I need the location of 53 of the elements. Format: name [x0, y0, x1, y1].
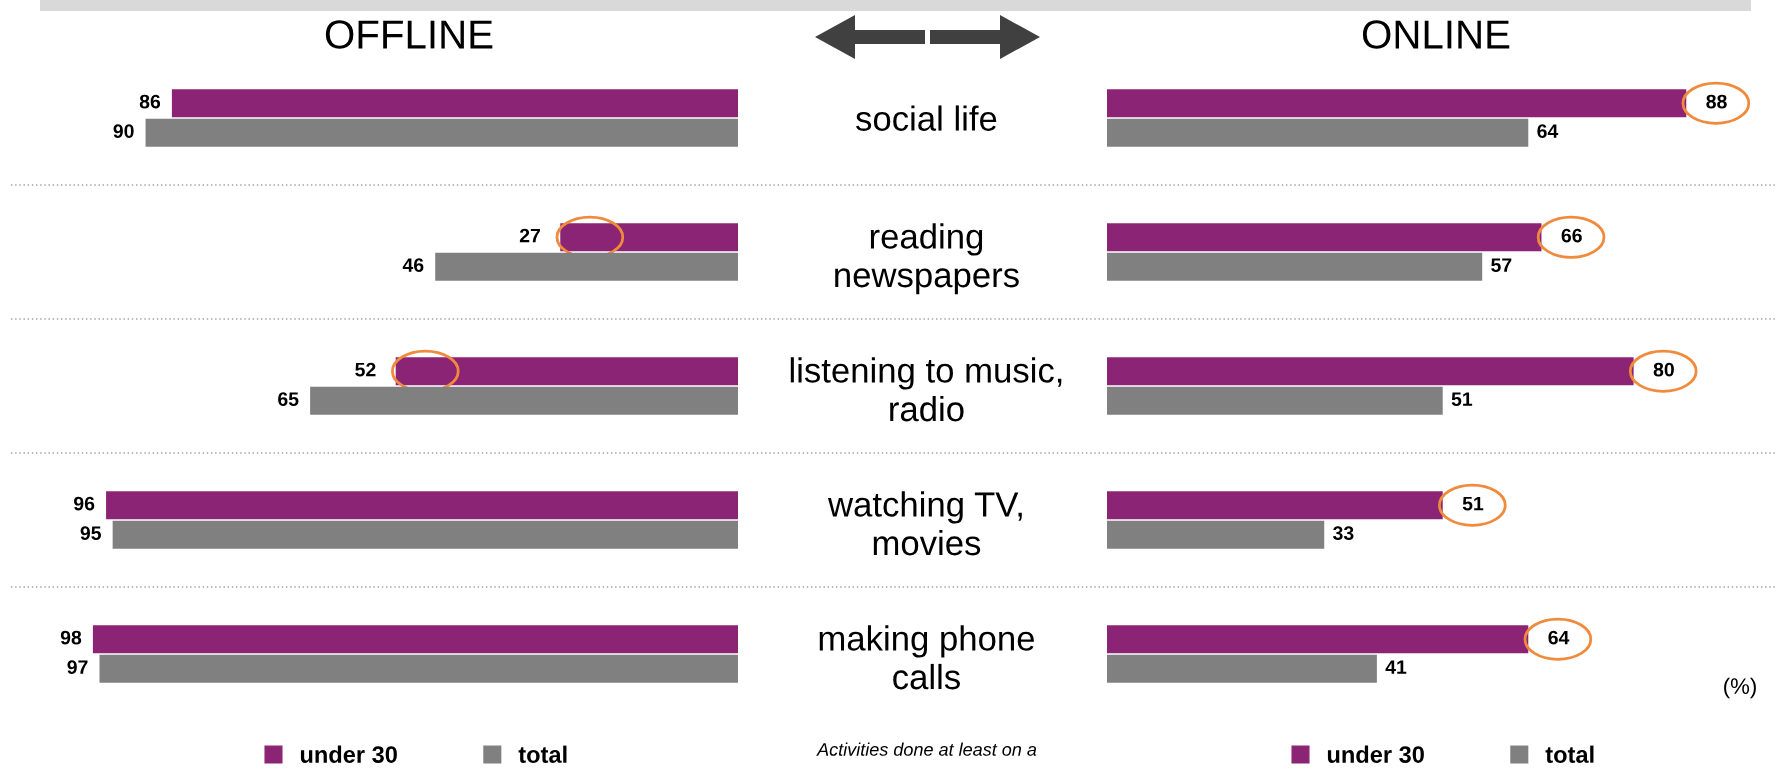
data-label: 64	[1548, 630, 1570, 645]
y-tick-label: listening to music, radio	[790, 357, 1062, 422]
bar	[1107, 89, 1687, 118]
y-tick-label: reading newspapers	[835, 223, 1019, 295]
data-label: 51	[1462, 496, 1484, 511]
bar	[171, 89, 738, 118]
bar	[395, 357, 738, 386]
data-label: 80	[1653, 362, 1674, 377]
data-label: 33	[1333, 526, 1354, 541]
data-label: 57	[1491, 258, 1512, 272]
bar	[99, 654, 738, 683]
data-label: 27	[519, 228, 540, 243]
text: (%)	[1724, 677, 1756, 699]
data-label: 41	[1385, 660, 1407, 674]
data-label: 66	[1561, 228, 1582, 243]
bar	[1107, 654, 1377, 683]
chart-title: OFFLINE	[325, 20, 493, 49]
data-label: 51	[1451, 392, 1473, 406]
data-label: 98	[60, 630, 82, 645]
y-tick-label: watching TV, movies	[827, 491, 1022, 556]
legend-label: total	[518, 745, 567, 763]
bar	[560, 223, 738, 252]
data-label: 65	[278, 392, 299, 406]
bar	[145, 118, 738, 147]
y-tick-label: social life	[856, 105, 997, 131]
bar	[112, 520, 738, 549]
data-label: 64	[1537, 124, 1559, 138]
legend-label: under 30	[1327, 745, 1424, 763]
bar	[1107, 118, 1529, 147]
bar	[1107, 223, 1542, 252]
legend-label: total	[1545, 745, 1594, 763]
bar	[1107, 491, 1443, 520]
data-label: 96	[74, 496, 95, 511]
bar	[1107, 625, 1529, 654]
bar	[1107, 386, 1443, 415]
data-label: 97	[67, 660, 88, 674]
text: Activities done at least on a	[816, 742, 1037, 756]
y-tick-label: making phone calls	[819, 625, 1034, 690]
bar	[106, 491, 738, 520]
data-label: 90	[113, 124, 134, 138]
bar	[1107, 357, 1634, 386]
data-label: 52	[355, 362, 376, 377]
data-label: 46	[402, 258, 424, 272]
bar	[92, 625, 738, 654]
bar	[435, 252, 738, 281]
bar	[1107, 252, 1483, 281]
bar	[310, 386, 738, 415]
chart-title: ONLINE	[1362, 20, 1510, 49]
data-label: 86	[139, 94, 161, 109]
data-label: 88	[1706, 94, 1727, 109]
legend-label: under 30	[300, 745, 397, 763]
data-label: 95	[80, 526, 101, 540]
bar	[1107, 520, 1325, 549]
